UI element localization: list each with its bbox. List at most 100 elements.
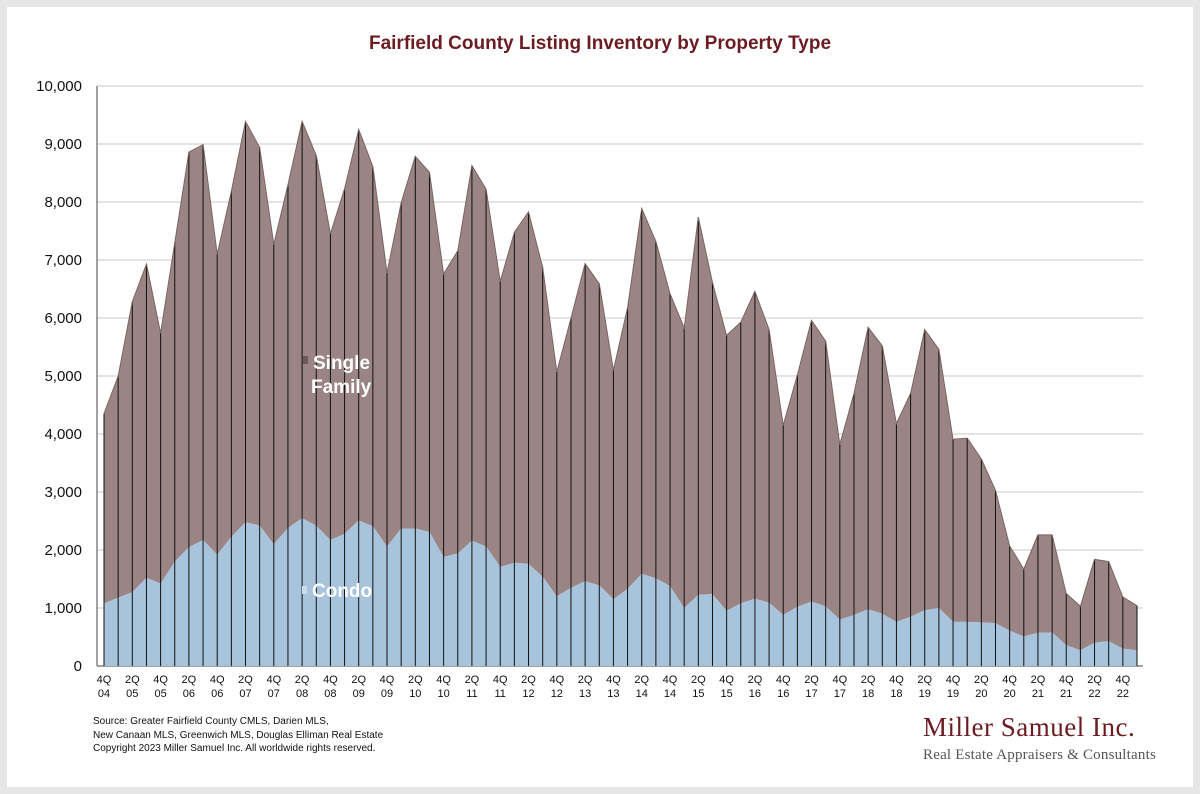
y-tick-label: 7,000 <box>44 252 82 269</box>
x-tick-label-quarter: 2Q <box>408 674 423 686</box>
x-tick-label-quarter: 2Q <box>1031 674 1046 686</box>
y-tick-label: 4,000 <box>44 426 82 443</box>
x-tick-label-quarter: 2Q <box>351 674 366 686</box>
x-tick-label-quarter: 2Q <box>1087 674 1102 686</box>
x-tick-label-year: 09 <box>381 688 393 700</box>
x-tick-label-quarter: 4Q <box>436 674 451 686</box>
x-tick-label-year: 13 <box>579 688 591 700</box>
x-tick-label-year: 19 <box>947 688 959 700</box>
x-tick-label-quarter: 4Q <box>663 674 678 686</box>
condo-area <box>104 518 1137 666</box>
x-tick-label-quarter: 4Q <box>210 674 225 686</box>
company-logo: Miller Samuel Inc. Real Estate Appraiser… <box>923 712 1156 764</box>
x-tick-label-year: 14 <box>664 688 676 700</box>
x-tick-label-year: 12 <box>551 688 563 700</box>
x-tick-label-quarter: 4Q <box>266 674 281 686</box>
x-tick-label-quarter: 2Q <box>182 674 197 686</box>
x-tick-label-year: 20 <box>975 688 987 700</box>
x-tick-label-quarter: 2Q <box>861 674 876 686</box>
x-tick-label-quarter: 2Q <box>634 674 649 686</box>
x-tick-label-quarter: 2Q <box>804 674 819 686</box>
logo-tagline: Real Estate Appraisers & Consultants <box>923 747 1156 763</box>
x-tick-label-quarter: 2Q <box>578 674 593 686</box>
x-tick-label-quarter: 2Q <box>465 674 480 686</box>
x-tick-label-quarter: 4Q <box>1002 674 1017 686</box>
x-tick-label-quarter: 4Q <box>549 674 564 686</box>
x-tick-label-year: 21 <box>1060 688 1072 700</box>
x-tick-label-quarter: 4Q <box>1116 674 1131 686</box>
single-family-area <box>104 121 1137 651</box>
x-tick-label-quarter: 2Q <box>521 674 536 686</box>
single-family-line <box>103 119 1138 608</box>
y-tick-label: 1,000 <box>44 600 82 617</box>
x-tick-label-quarter: 4Q <box>323 674 338 686</box>
x-tick-label-year: 10 <box>409 688 421 700</box>
y-tick-label: 3,000 <box>44 484 82 501</box>
copyright-note: Copyright 2023 Miller Samuel Inc. All wo… <box>93 743 376 754</box>
x-tick-label-year: 20 <box>1004 688 1016 700</box>
x-tick-label-quarter: 2Q <box>748 674 763 686</box>
condo-legend-swatch <box>302 586 307 594</box>
x-tick-label-year: 13 <box>607 688 619 700</box>
x-tick-label-year: 15 <box>692 688 704 700</box>
y-tick-label: 5,000 <box>44 368 82 385</box>
source-note: Source: Greater Fairfield County CMLS, D… <box>93 715 383 743</box>
x-tick-label-quarter: 4Q <box>606 674 621 686</box>
y-tick-label: 10,000 <box>36 78 82 95</box>
x-tick-label-year: 08 <box>324 688 336 700</box>
x-tick-label-year: 11 <box>466 688 477 700</box>
condo-series-label: Condo <box>312 581 372 602</box>
source-line-1: Source: Greater Fairfield County CMLS, D… <box>93 716 329 727</box>
x-tick-label-quarter: 4Q <box>97 674 112 686</box>
x-tick-label-quarter: 2Q <box>238 674 253 686</box>
x-tick-label-quarter: 4Q <box>493 674 508 686</box>
x-tick-label-year: 19 <box>919 688 931 700</box>
x-tick-label-year: 16 <box>777 688 789 700</box>
x-tick-label-year: 21 <box>1032 688 1044 700</box>
x-tick-label-year: 16 <box>749 688 761 700</box>
x-tick-label-year: 18 <box>890 688 902 700</box>
x-tick-label-year: 09 <box>353 688 365 700</box>
x-tick-label-year: 10 <box>437 688 449 700</box>
x-tick-label-year: 08 <box>296 688 308 700</box>
x-tick-label-year: 07 <box>268 688 280 700</box>
stacked-area-chart: 0 1,000 2,000 3,000 4,000 5,000 6,000 7,000 8,00… <box>36 78 1143 700</box>
single-family-series-label: Family <box>311 377 372 398</box>
x-tick-label-year: 05 <box>154 688 166 700</box>
x-tick-label-quarter: 4Q <box>776 674 791 686</box>
x-tick-label-year: 06 <box>211 688 223 700</box>
x-tick-label-year: 11 <box>495 688 506 700</box>
x-tick-label-year: 12 <box>522 688 534 700</box>
single-family-legend-swatch <box>303 356 308 364</box>
x-tick-label-quarter: 4Q <box>719 674 734 686</box>
y-tick-label: 8,000 <box>44 194 82 211</box>
single-family-series-label: Single <box>313 353 370 374</box>
x-tick-label-year: 18 <box>862 688 874 700</box>
x-tick-label-year: 04 <box>98 688 110 700</box>
x-tick-label-quarter: 2Q <box>125 674 140 686</box>
x-tick-label-year: 15 <box>721 688 733 700</box>
logo-name: Miller Samuel Inc. <box>923 712 1136 742</box>
chart-title: Fairfield County Listing Inventory by Pr… <box>368 33 832 54</box>
x-tick-label-quarter: 4Q <box>889 674 904 686</box>
x-tick-label-quarter: 4Q <box>832 674 847 686</box>
source-line-2: New Canaan MLS, Greenwich MLS, Douglas E… <box>93 730 384 741</box>
x-tick-label-quarter: 2Q <box>974 674 989 686</box>
x-tick-label-year: 05 <box>126 688 138 700</box>
y-tick-label: 0 <box>74 658 82 675</box>
x-tick-label-quarter: 4Q <box>946 674 961 686</box>
y-tick-label: 2,000 <box>44 542 82 559</box>
x-tick-label-quarter: 2Q <box>295 674 310 686</box>
x-tick-label-quarter: 2Q <box>691 674 706 686</box>
x-tick-label-quarter: 4Q <box>153 674 168 686</box>
x-tick-label-year: 17 <box>805 688 817 700</box>
x-tick-label-year: 06 <box>183 688 195 700</box>
x-tick-label-year: 17 <box>834 688 846 700</box>
x-tick-label-quarter: 2Q <box>917 674 932 686</box>
x-tick-label-year: 22 <box>1117 688 1129 700</box>
x-tick-label-year: 14 <box>636 688 648 700</box>
y-tick-label: 9,000 <box>44 136 82 153</box>
x-tick-label-quarter: 4Q <box>380 674 395 686</box>
x-tick-label-year: 07 <box>239 688 251 700</box>
x-tick-label-year: 22 <box>1088 688 1100 700</box>
